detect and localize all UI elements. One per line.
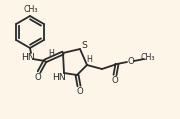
Text: CH₃: CH₃ [141, 54, 155, 62]
Text: O: O [112, 76, 118, 85]
Text: CH₃: CH₃ [24, 5, 38, 15]
Text: O: O [77, 87, 83, 96]
Text: O: O [128, 57, 134, 65]
Text: S: S [81, 42, 87, 50]
Text: O: O [35, 73, 41, 82]
Text: HN: HN [52, 72, 66, 82]
Text: H: H [48, 49, 54, 57]
Text: H: H [86, 55, 92, 64]
Text: HN: HN [21, 54, 35, 62]
